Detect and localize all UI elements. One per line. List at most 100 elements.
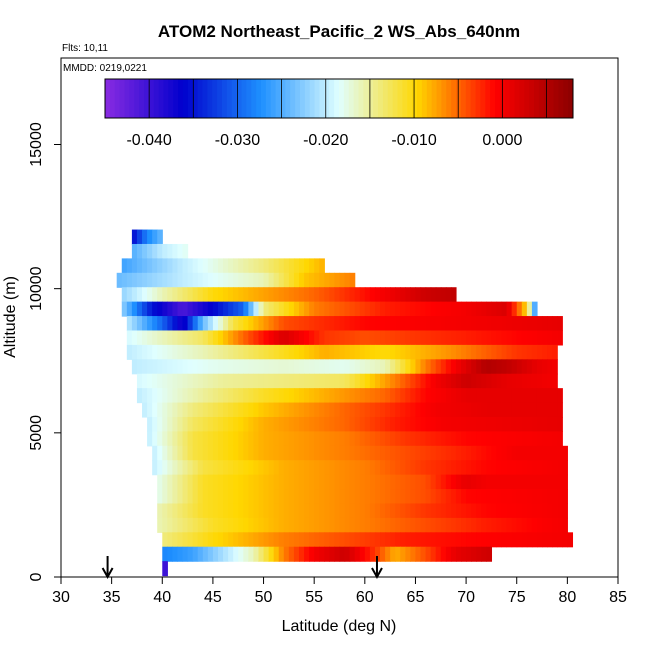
heatmap-cell [197,532,204,548]
colorbar-swatch [334,79,340,118]
heatmap-cell [380,503,386,519]
heatmap-cell [319,301,325,317]
heatmap-cell [258,301,265,317]
heatmap-cell [552,359,558,375]
heatmap-cell [552,316,558,332]
heatmap-cell [455,532,462,548]
heatmap-cell [152,416,158,432]
heatmap-cell [547,344,553,360]
y-tick-label: 5000 [28,415,45,451]
heatmap-cell [263,272,270,288]
heatmap-cell [349,431,356,447]
heatmap-cell [410,388,417,404]
heatmap-cell [233,359,239,375]
heatmap-cell [162,272,168,288]
heatmap-cell [410,316,417,332]
heatmap-cell [223,402,229,418]
heatmap-cell [197,316,204,332]
heatmap-cell [349,503,356,519]
heatmap-cell [283,388,290,404]
heatmap-cell [309,402,315,418]
heatmap-cell [268,359,275,375]
heatmap-cell [238,445,244,461]
heatmap-cell [516,489,523,505]
flight-markers [101,556,383,580]
heatmap-cell [207,258,214,274]
heatmap-cell [374,388,381,404]
heatmap-cell [557,489,563,505]
heatmap-cell [243,330,249,346]
heatmap-cell [511,489,518,505]
heatmap-cell [369,517,376,533]
heatmap-cell [253,460,260,476]
heatmap-cell [192,301,199,317]
heatmap-cell [293,489,300,505]
heatmap-cell [476,301,482,317]
heatmap-cell [212,330,219,346]
heatmap-cell [263,460,270,476]
heatmap-cell [268,532,275,548]
heatmap-cell [445,460,452,476]
heatmap-cell [364,546,371,562]
heatmap-cell [400,344,406,360]
heatmap-cell [374,503,381,519]
colorbar-swatch [426,79,433,118]
heatmap-cell [298,287,305,303]
heatmap-cell [354,402,361,418]
heatmap-cell [162,388,168,404]
heatmap-cell [385,517,391,533]
heatmap-cell [182,532,189,548]
colorbar-swatch [319,79,325,118]
heatmap-cell [486,301,493,317]
heatmap-cell [187,287,194,303]
heatmap-cell [288,517,295,533]
heatmap-cell [349,301,356,317]
heatmap-cell [354,532,361,548]
colorbar-tick-label: -0.040 [126,132,171,149]
heatmap-cell [531,460,538,476]
heatmap-cell [491,445,498,461]
heatmap-cell [212,373,219,389]
heatmap-cell [197,402,204,418]
heatmap-cell [268,489,275,505]
heatmap-cell [562,532,568,548]
heatmap-cell [445,301,452,317]
heatmap-cell [202,460,209,476]
heatmap-cell [167,402,173,418]
heatmap-cell [440,344,447,360]
heatmap-cell [197,546,204,562]
heatmap-cell [410,489,417,505]
heatmap-cell [248,460,255,476]
heatmap-cell [486,416,493,432]
heatmap-cell [339,445,346,461]
heatmap-cell [278,546,285,562]
heatmap-cell [329,503,336,519]
heatmap-cell [400,546,406,562]
heatmap-cell [324,532,330,548]
heatmap-cell [258,373,265,389]
heatmap-cell [187,388,194,404]
heatmap-cell [496,532,503,548]
heatmap-cell [172,344,179,360]
heatmap-cell [334,330,341,346]
heatmap-cell [334,474,341,490]
heatmap-cell [410,431,417,447]
heatmap-cell [258,445,265,461]
heatmap-cell [248,546,255,562]
heatmap-cell [228,431,234,447]
heatmap-cell [450,402,457,418]
heatmap-cell [212,517,219,533]
heatmap-cell [329,359,336,375]
heatmap-cell [542,460,548,476]
heatmap-cell [420,402,427,418]
heatmap-cell [329,344,336,360]
heatmap-cell [481,517,487,533]
heatmap-cell [405,474,411,490]
heatmap-cell [516,373,523,389]
heatmap-cell [435,503,442,519]
heatmap-cell [369,402,376,418]
heatmap-cell [131,301,138,317]
heatmap-cell [476,474,482,490]
flight-arrow [371,556,383,580]
heatmap-cell [309,546,315,562]
